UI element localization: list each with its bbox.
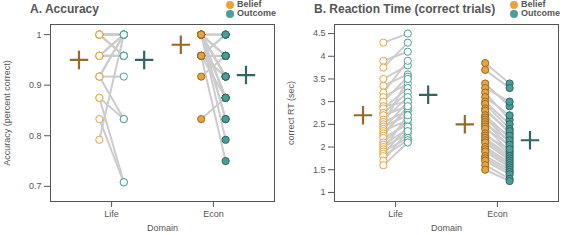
svg-text:2.5: 2.5 [313,119,326,129]
svg-text:4: 4 [320,51,325,61]
svg-text:1: 1 [320,187,325,197]
svg-text:Accuracy (percent correct): Accuracy (percent correct) [2,60,12,166]
svg-text:0.8: 0.8 [29,131,42,141]
html-text:B. Reaction Time (correct tria: B. Reaction Time (correct trials) [314,2,496,16]
svg-text:Life: Life [104,209,119,219]
svg-text:0.9: 0.9 [29,80,42,90]
html-text:Outcome: Outcome [521,8,560,18]
svg-text:Domain: Domain [147,223,178,233]
svg-text:4.5: 4.5 [313,28,326,38]
svg-text:3.5: 3.5 [313,74,326,84]
html-text:Outcome: Outcome [237,8,276,18]
svg-text:2: 2 [320,142,325,152]
svg-text:3: 3 [320,97,325,107]
svg-text:Econ: Econ [487,209,508,219]
svg-text:0.7: 0.7 [29,181,42,191]
html-text:Belief: Belief [237,0,262,9]
html-text:Belief: Belief [521,0,546,9]
svg-text:Domain: Domain [431,223,462,233]
html-text:A. Accuracy: A. Accuracy [30,2,99,16]
svg-text:Life: Life [388,209,403,219]
svg-text:1.5: 1.5 [313,165,326,175]
svg-text:correct RT (sec): correct RT (sec) [286,81,296,145]
svg-text:Econ: Econ [203,209,224,219]
svg-text:1: 1 [36,29,41,39]
